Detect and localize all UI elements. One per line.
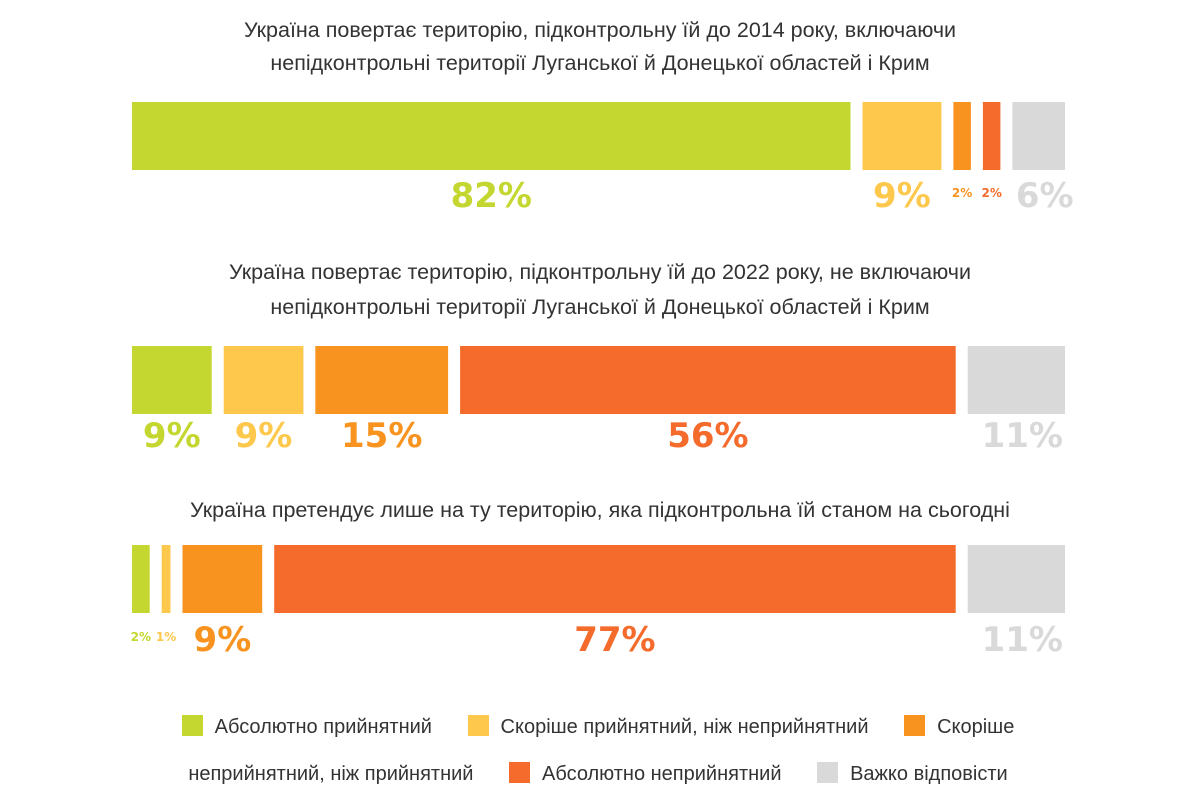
question-3-title-line-1: Україна претендує лише на ту територію, …	[190, 498, 1010, 522]
data-label-q2-2: 9%	[235, 416, 293, 456]
data-label-q1-2: 9%	[873, 176, 931, 216]
data-label-q2-5: 11%	[982, 416, 1063, 456]
data-label-q3-3: 9%	[194, 620, 252, 660]
question-1-title-line-2: непідконтрольні території Луганської й Д…	[270, 51, 929, 75]
data-label-q2-4: 56%	[667, 416, 748, 456]
bar-q3-segment-3	[182, 545, 263, 613]
legend-swatch	[509, 762, 531, 783]
legend-label: Скоріше неприйнятний, ніж прийнятний	[188, 716, 1015, 785]
bar-q1-segment-2	[862, 102, 942, 170]
legend-label: Абсолютно прийнятний	[214, 716, 432, 738]
data-label-q1-3: 2%	[952, 186, 972, 200]
data-label-q1-5: 6%	[1016, 176, 1074, 216]
bar-q2-segment-4	[460, 346, 956, 414]
data-label-q3-2: 1%	[156, 630, 176, 644]
bar-q2-segment-1	[132, 346, 212, 414]
legend-swatch	[467, 715, 489, 736]
data-label-q1-4: 2%	[982, 186, 1002, 200]
data-label-q3-1: 2%	[131, 630, 151, 644]
legend-item-rather-unacceptable: Скоріше неприйнятний, ніж прийнятний	[188, 715, 1015, 785]
bar-q1-segment-3	[953, 102, 971, 170]
bar-q3-segment-1	[132, 545, 150, 613]
question-2-title-line-2: непідконтрольні території Луганської й Д…	[270, 295, 929, 319]
data-label-q2-1: 9%	[143, 416, 201, 456]
legend-item-hard-to-answer: Важко відповісти	[817, 762, 1008, 785]
bar-q2-segment-5	[967, 346, 1065, 414]
bar-q3-segment-2	[161, 545, 171, 613]
data-label-q3-5: 11%	[982, 620, 1063, 660]
legend-label: Абсолютно неприйнятний	[542, 763, 782, 785]
legend-item-absolutely-acceptable: Абсолютно прийнятний	[181, 715, 432, 738]
bar-q1-segment-5	[1012, 102, 1065, 170]
legend-item-rather-acceptable: Скоріше прийнятний, ніж неприйнятний	[467, 715, 869, 738]
data-label-q1-1: 82%	[451, 176, 532, 216]
legend-label: Скоріше прийнятний, ніж неприйнятний	[500, 716, 869, 738]
bar-q3-segment-5	[967, 545, 1065, 613]
question-1-title-line-1: Україна повертає територію, підконтрольн…	[244, 18, 956, 42]
bar-q1-segment-1	[132, 102, 851, 170]
data-label-q2-3: 15%	[341, 416, 422, 456]
stacked-bar-chart: Україна повертає територію, підконтрольн…	[131, 18, 1074, 660]
bar-q1-segment-4	[982, 102, 1001, 170]
legend-swatch	[817, 762, 839, 783]
bar-q2-segment-2	[223, 346, 304, 414]
data-label-q3-4: 77%	[574, 620, 655, 660]
bar-q2-segment-3	[315, 346, 449, 414]
legend-swatch	[904, 715, 926, 736]
legend: Абсолютно прийнятний Скоріше прийнятний,…	[130, 704, 1066, 798]
question-2-title-line-1: Україна повертає територію, підконтрольн…	[229, 260, 971, 284]
legend-label: Важко відповісти	[850, 763, 1008, 785]
legend-swatch	[181, 715, 203, 736]
bar-q3-segment-4	[274, 545, 956, 613]
legend-item-absolutely-unacceptable: Абсолютно неприйнятний	[509, 762, 782, 785]
